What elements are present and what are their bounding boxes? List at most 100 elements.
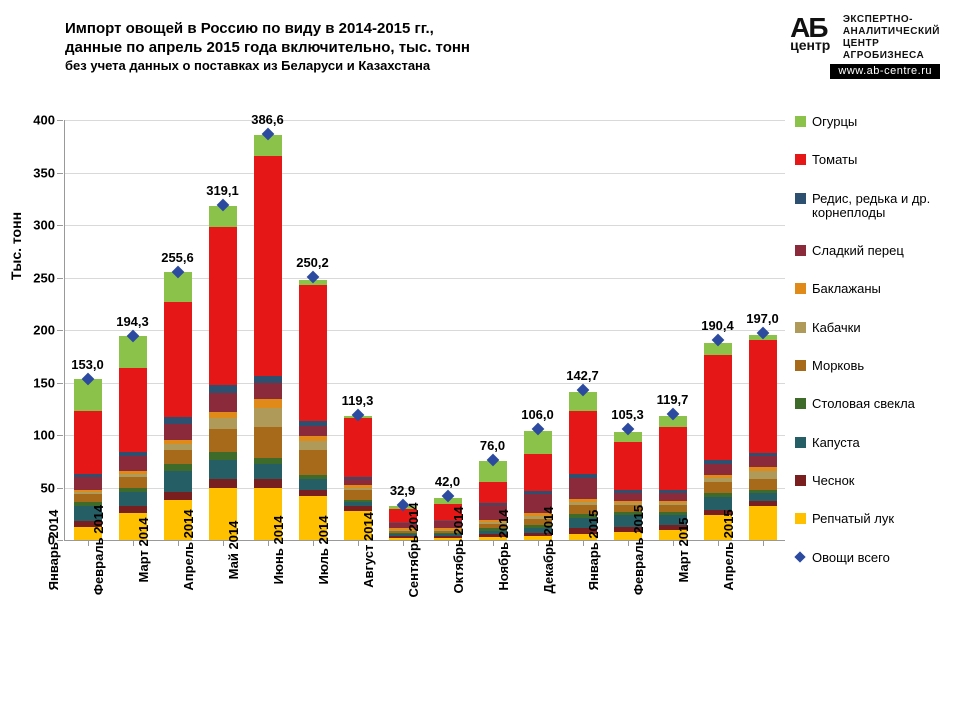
y-tick bbox=[57, 383, 63, 384]
bar bbox=[209, 206, 237, 540]
gridline bbox=[65, 120, 785, 121]
bar-segment bbox=[749, 493, 777, 501]
data-label: 197,0 bbox=[746, 311, 779, 326]
y-tick bbox=[57, 330, 63, 331]
y-tick bbox=[57, 173, 63, 174]
y-tick-label: 150 bbox=[33, 375, 55, 390]
legend-label: Морковь bbox=[812, 359, 864, 373]
x-tick-label: Февраль 2014 bbox=[91, 505, 106, 595]
x-tick bbox=[268, 540, 269, 546]
y-tick bbox=[57, 488, 63, 489]
bar-segment bbox=[74, 477, 102, 490]
x-tick-label: Май 2014 bbox=[226, 521, 241, 580]
x-tick bbox=[583, 540, 584, 546]
bar-segment bbox=[209, 479, 237, 487]
bar-segment bbox=[749, 471, 777, 479]
y-axis-label: Тыс. тонн bbox=[8, 212, 24, 280]
legend-item: Кабачки bbox=[795, 321, 955, 335]
legend-item: Сладкий перец bbox=[795, 244, 955, 258]
legend-label: Томаты bbox=[812, 153, 857, 167]
bar-segment bbox=[164, 471, 192, 492]
legend-label: Капуста bbox=[812, 436, 860, 450]
legend-swatch bbox=[795, 154, 806, 165]
bar-segment bbox=[704, 464, 732, 475]
y-tick bbox=[57, 120, 63, 121]
y-tick-label: 350 bbox=[33, 165, 55, 180]
x-tick-label: Январь 2015 bbox=[586, 510, 601, 591]
bar-segment bbox=[614, 493, 642, 501]
legend-item: Столовая свекла bbox=[795, 397, 955, 411]
legend-item: Репчатый лук bbox=[795, 512, 955, 526]
bar-segment bbox=[299, 285, 327, 422]
x-tick bbox=[493, 540, 494, 546]
x-tick bbox=[763, 540, 764, 546]
bar-segment bbox=[209, 429, 237, 452]
chart-title: Импорт овощей в Россию по виду в 2014-20… bbox=[65, 20, 625, 74]
x-tick bbox=[358, 540, 359, 546]
bar-segment bbox=[749, 456, 777, 467]
x-tick-label: Январь 2014 bbox=[46, 510, 61, 591]
bar-segment bbox=[344, 490, 372, 501]
data-label: 386,6 bbox=[251, 112, 284, 127]
bar-segment bbox=[524, 454, 552, 491]
bar-segment bbox=[614, 442, 642, 489]
legend-swatch bbox=[795, 398, 806, 409]
data-label: 194,3 bbox=[116, 314, 149, 329]
y-tick-label: 200 bbox=[33, 323, 55, 338]
bar-segment bbox=[164, 492, 192, 500]
x-tick bbox=[223, 540, 224, 546]
legend-item: Овощи всего bbox=[795, 551, 955, 565]
bar bbox=[119, 336, 147, 540]
legend-swatch bbox=[795, 245, 806, 256]
legend-item: Капуста bbox=[795, 436, 955, 450]
bar-segment bbox=[749, 340, 777, 453]
x-tick-label: Декабрь 2014 bbox=[541, 507, 556, 594]
legend-label: Чеснок bbox=[812, 474, 855, 488]
legend-swatch bbox=[795, 116, 806, 127]
x-tick bbox=[718, 540, 719, 546]
bar-segment bbox=[164, 302, 192, 418]
bar-segment bbox=[254, 408, 282, 427]
legend-label: Столовая свекла bbox=[812, 397, 915, 411]
bar bbox=[749, 335, 777, 540]
x-tick bbox=[133, 540, 134, 546]
bar bbox=[299, 280, 327, 540]
bar-segment bbox=[254, 464, 282, 479]
bar-segment bbox=[704, 497, 732, 510]
x-tick-label: Март 2014 bbox=[136, 518, 151, 583]
data-label: 119,7 bbox=[657, 392, 689, 407]
x-tick-label: Март 2015 bbox=[676, 518, 691, 583]
data-label: 255,6 bbox=[161, 250, 194, 265]
legend-swatch bbox=[795, 437, 806, 448]
x-tick-label: Апрель 2015 bbox=[721, 509, 736, 590]
bar-segment bbox=[749, 506, 777, 540]
legend-label: Баклажаны bbox=[812, 282, 881, 296]
legend-swatch bbox=[795, 360, 806, 371]
legend-item: Редис, редька и др. корнеплоды bbox=[795, 192, 955, 221]
bar-segment bbox=[254, 479, 282, 487]
bar-segment bbox=[569, 411, 597, 474]
bar bbox=[164, 272, 192, 540]
data-label: 106,0 bbox=[521, 407, 554, 422]
data-label: 32,9 bbox=[390, 483, 415, 498]
legend-label: Репчатый лук bbox=[812, 512, 894, 526]
bar-segment bbox=[164, 450, 192, 465]
data-label: 319,1 bbox=[206, 183, 239, 198]
bar-segment bbox=[254, 399, 282, 407]
legend-swatch bbox=[795, 283, 806, 294]
bar-segment bbox=[704, 355, 732, 460]
bar-segment bbox=[164, 424, 192, 441]
bar-segment bbox=[209, 452, 237, 460]
x-tick-label: Август 2014 bbox=[361, 512, 376, 588]
data-label: 142,7 bbox=[566, 368, 599, 383]
y-tick-label: 400 bbox=[33, 113, 55, 128]
legend-swatch bbox=[795, 513, 806, 524]
bar-segment bbox=[209, 460, 237, 479]
x-tick bbox=[673, 540, 674, 546]
legend-marker-swatch bbox=[794, 551, 805, 562]
y-tick bbox=[57, 225, 63, 226]
bar-segment bbox=[74, 411, 102, 474]
bar-segment bbox=[659, 427, 687, 490]
bar-segment bbox=[209, 227, 237, 385]
legend-swatch bbox=[795, 322, 806, 333]
